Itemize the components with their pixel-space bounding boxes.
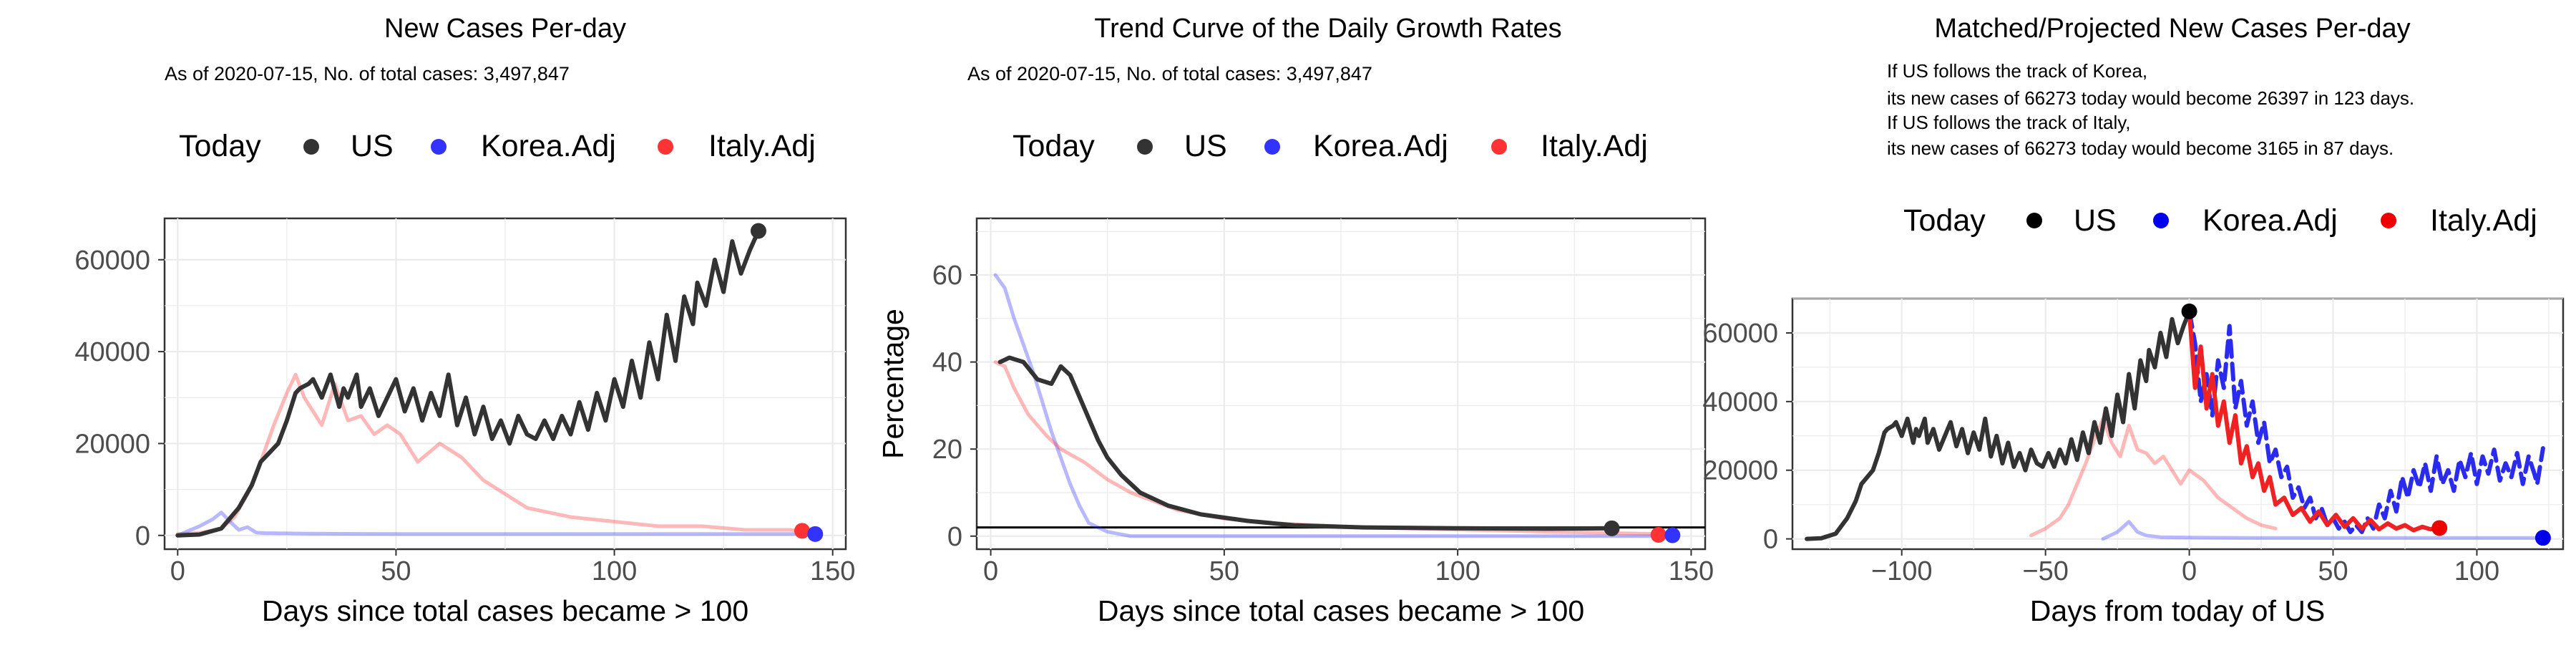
series-line-korea-adj [993, 273, 1674, 538]
series-line-us [175, 228, 761, 538]
y-tick-label: 0 [135, 521, 150, 551]
series-line-italy-adj [993, 360, 1661, 536]
annotation-line: If US follows the track of Italy, [1887, 112, 2131, 133]
panel-new-cases: New Cases Per-day As of 2020-07-15, No. … [74, 14, 855, 627]
legend: Today US Korea.Adj Italy.Adj [1013, 129, 1648, 163]
series-line-italy-adj-projected [2187, 309, 2442, 533]
legend-label-us: US [1184, 129, 1227, 163]
x-axis-label: Days since total cases became > 100 [1098, 594, 1584, 627]
series-line-korea-adj-projected [2187, 309, 2545, 534]
legend-key-italy [1491, 139, 1507, 155]
annotation-line: its new cases of 66273 today would becom… [1887, 87, 2414, 109]
y-tick-label: 20000 [1702, 456, 1778, 486]
x-tick-label: 50 [381, 556, 411, 586]
legend-label-italy: Italy.Adj [1541, 129, 1648, 163]
today-point-korea [1664, 527, 1681, 543]
x-axis-label: Days from today of US [2030, 594, 2325, 627]
today-point-us [1604, 520, 1620, 536]
y-tick-label: 20 [932, 435, 962, 465]
plot-area: −100 −50 0 50 100 0 20000 40000 60000 [1702, 298, 2563, 586]
y-tick-label: 40000 [74, 337, 150, 367]
legend-label-italy: Italy.Adj [2430, 203, 2537, 238]
legend-key-korea [2153, 213, 2169, 228]
y-tick-label: 20000 [74, 429, 150, 459]
series-line-us [1805, 309, 2192, 541]
panel-projected-cases: Matched/Projected New Cases Per-day If U… [1702, 14, 2565, 627]
panel-growth-rates: Trend Curve of the Daily Growth Rates As… [877, 14, 1714, 627]
x-tick-label: −50 [2022, 556, 2068, 586]
x-tick-label: 50 [1209, 556, 1239, 586]
legend-title: Today [179, 129, 261, 163]
legend-title: Today [1903, 203, 1986, 238]
y-tick-label: 0 [1763, 525, 1778, 555]
legend: Today US Korea.Adj Italy.Adj [1903, 203, 2537, 238]
today-point-korea [2534, 530, 2551, 546]
today-point-italy [1650, 526, 1667, 543]
legend-label-korea: Korea.Adj [2202, 203, 2338, 238]
series-line-italy-adj [175, 372, 804, 536]
legend-label-us: US [351, 129, 394, 163]
chart-title: Trend Curve of the Daily Growth Rates [1094, 14, 1561, 44]
legend-title: Today [1013, 129, 1095, 163]
x-tick-label: 0 [983, 556, 998, 586]
y-tick-label: 60000 [1702, 319, 1778, 349]
legend-key-us [2026, 213, 2042, 228]
legend-key-us [1137, 139, 1153, 155]
y-tick-label: 40 [932, 348, 962, 378]
chart-subtitle: As of 2020-07-15, No. of total cases: 3,… [967, 63, 1372, 84]
today-point-italy [2431, 520, 2448, 536]
series-line-us [997, 355, 1614, 531]
x-tick-label: 50 [2318, 556, 2348, 586]
plot-area: 0 50 100 150 0 20 40 60 [932, 218, 1714, 586]
legend-key-italy [658, 139, 673, 155]
legend-key-italy [2381, 213, 2396, 228]
today-point-korea [807, 526, 824, 542]
legend-label-korea: Korea.Adj [481, 129, 616, 163]
x-tick-label: 0 [170, 556, 185, 586]
x-tick-label: 100 [1435, 556, 1480, 586]
x-axis-label: Days since total cases became > 100 [262, 594, 748, 627]
y-tick-label: 40000 [1702, 387, 1778, 417]
annotation-line: its new cases of 66273 today would becom… [1887, 137, 2394, 159]
plot-area: 0 50 100 150 0 20000 40000 60000 [74, 218, 855, 586]
chart-title: New Cases Per-day [384, 14, 626, 44]
annotation: If US follows the track of Korea, its ne… [1887, 60, 2414, 159]
legend-label-us: US [2074, 203, 2117, 238]
legend-key-korea [431, 139, 447, 155]
today-point-us [750, 223, 766, 239]
chart-subtitle: As of 2020-07-15, No. of total cases: 3,… [165, 63, 570, 84]
today-point-us [2181, 303, 2197, 319]
series-line-korea-adj-matched [2101, 520, 2545, 541]
series-line-korea-adj [175, 511, 817, 538]
x-tick-label: −100 [1871, 556, 1933, 586]
y-axis-label: Percentage [877, 309, 909, 459]
x-tick-label: 150 [1669, 556, 1714, 586]
x-tick-label: 0 [2182, 556, 2197, 586]
legend: Today US Korea.Adj Italy.Adj [179, 129, 816, 163]
series-line-italy-adj-matched [2029, 417, 2278, 538]
today-point-italy [794, 523, 810, 539]
legend-label-korea: Korea.Adj [1313, 129, 1448, 163]
legend-key-korea [1264, 139, 1280, 155]
legend-label-italy: Italy.Adj [708, 129, 816, 163]
chart-title: Matched/Projected New Cases Per-day [1934, 14, 2410, 44]
y-tick-label: 60000 [74, 246, 150, 276]
annotation-line: If US follows the track of Korea, [1887, 60, 2147, 82]
x-tick-label: 150 [810, 556, 855, 586]
y-tick-label: 60 [932, 261, 962, 291]
legend-key-us [303, 139, 319, 155]
y-tick-label: 0 [947, 522, 962, 552]
x-tick-label: 100 [592, 556, 637, 586]
x-tick-label: 100 [2454, 556, 2499, 586]
